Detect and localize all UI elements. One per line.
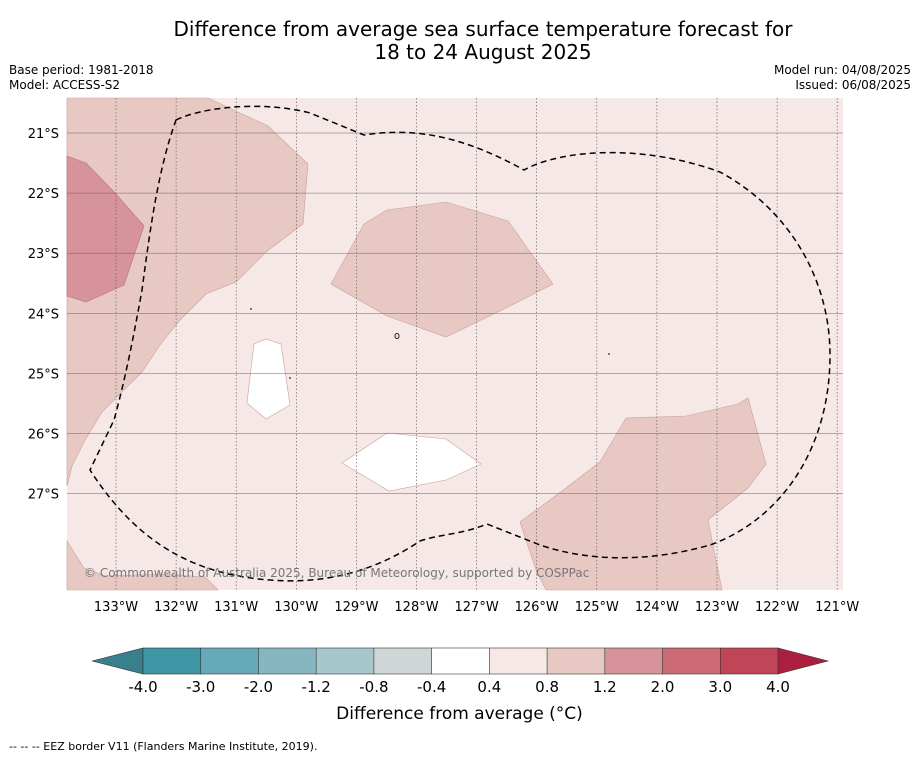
anomaly-region-southeast: [519, 397, 767, 591]
longitude-label: 128°W: [394, 600, 438, 615]
latitude-label: 27°S: [28, 488, 59, 503]
colorbar-segment: [489, 647, 548, 675]
colorbar-tick-label: -3.0: [186, 678, 215, 696]
colorbar-segment: [200, 647, 260, 675]
colorbar-segment: [662, 647, 721, 675]
meta-right: Model run: 04/08/2025 Issued: 06/08/2025: [774, 63, 911, 93]
latitude-label: 26°S: [28, 428, 59, 443]
longitude-label: 132°W: [154, 600, 198, 615]
latitude-labels: 21°S 22°S 23°S 24°S 25°S 26°S 27°S: [28, 127, 59, 503]
colorbar-tick-label: -2.0: [244, 678, 273, 696]
title-line-1: Difference from average sea surface temp…: [173, 17, 793, 41]
anomaly-region-west: [66, 97, 309, 487]
colorbar-segment: [604, 647, 664, 675]
colorbar-tick-label: -0.4: [417, 678, 446, 696]
issued-date: Issued: 06/08/2025: [795, 78, 911, 92]
latitude-label: 21°S: [28, 127, 59, 142]
colorbar-tick-label: 4.0: [766, 678, 790, 696]
colorbar-tick-label: -1.2: [302, 678, 331, 696]
longitude-label: 122°W: [755, 600, 799, 615]
longitude-label: 121°W: [815, 600, 859, 615]
sst-anomaly-map: © Commonwealth of Australia 2025, Bureau…: [28, 97, 860, 696]
latitude-label: 25°S: [28, 367, 59, 382]
colorbar-low-extension: [91, 647, 144, 675]
longitude-label: 131°W: [214, 600, 258, 615]
anomaly-region-neutral-1: [246, 338, 291, 420]
latitude-label: 24°S: [28, 307, 59, 322]
model-name: Model: ACCESS-S2: [9, 78, 121, 92]
title-line-2: 18 to 24 August 2025: [374, 40, 592, 64]
longitude-label: 125°W: [575, 600, 619, 615]
longitude-label: 127°W: [455, 600, 499, 615]
colorbar-label: Difference from average (°C): [336, 704, 583, 724]
gridlines: [67, 98, 843, 590]
colorbar-segment: [431, 647, 490, 675]
colorbar-segment: [373, 647, 433, 675]
base-period: Base period: 1981-2018: [9, 63, 154, 77]
longitude-labels: 133°W 132°W 131°W 130°W 129°W 128°W 127°W 126°W…: [94, 600, 860, 615]
island-marker: [289, 377, 291, 379]
longitude-label: 126°W: [515, 600, 559, 615]
longitude-label: 123°W: [695, 600, 739, 615]
colorbar-tick-label: 2.0: [651, 678, 675, 696]
footer-note: -- -- -- EEZ border V11 (Flanders Marine…: [9, 740, 318, 753]
map-panel: © Commonwealth of Australia 2025, Bureau…: [66, 97, 843, 591]
colorbar-tick-label: -4.0: [128, 678, 157, 696]
colorbar-tick-labels: -4.0 -3.0 -2.0 -1.2 -0.8 -0.4 0.4 0.8 1.2 2.0 3.0 4…: [128, 678, 790, 696]
colorbar-segment: [546, 647, 606, 675]
longitude-label: 129°W: [334, 600, 378, 615]
colorbar-tick-label: 0.8: [535, 678, 559, 696]
longitude-label: 130°W: [274, 600, 318, 615]
island-marker: [608, 353, 610, 355]
latitude-label: 23°S: [28, 247, 59, 262]
longitude-label: 133°W: [94, 600, 138, 615]
meta-left: Base period: 1981-2018 Model: ACCESS-S2: [9, 63, 154, 93]
eez-border: [89, 105, 831, 582]
colorbar-high-extension: [777, 647, 830, 675]
colorbar-segment: [258, 647, 317, 675]
longitude-label: 124°W: [635, 600, 679, 615]
island-marker: [394, 333, 400, 339]
anomaly-region-warm-west: [66, 155, 145, 303]
colorbar-segment: [719, 647, 779, 675]
copyright-notice: © Commonwealth of Australia 2025, Bureau…: [84, 566, 589, 580]
colorbar-segment: [142, 647, 202, 675]
latitude-label: 22°S: [28, 187, 59, 202]
colorbar: [91, 647, 830, 675]
colorbar-tick-label: -0.8: [359, 678, 388, 696]
anomaly-region-southwest: [66, 539, 219, 591]
colorbar-tick-label: 0.4: [477, 678, 501, 696]
chart-title: Difference from average sea surface temp…: [0, 18, 919, 64]
colorbar-tick-label: 1.2: [593, 678, 617, 696]
model-run: Model run: 04/08/2025: [773, 63, 911, 77]
colorbar-segment: [315, 647, 375, 675]
anomaly-region-neutral-2: [341, 432, 482, 492]
colorbar-tick-label: 3.0: [708, 678, 732, 696]
island-marker: [250, 308, 252, 310]
